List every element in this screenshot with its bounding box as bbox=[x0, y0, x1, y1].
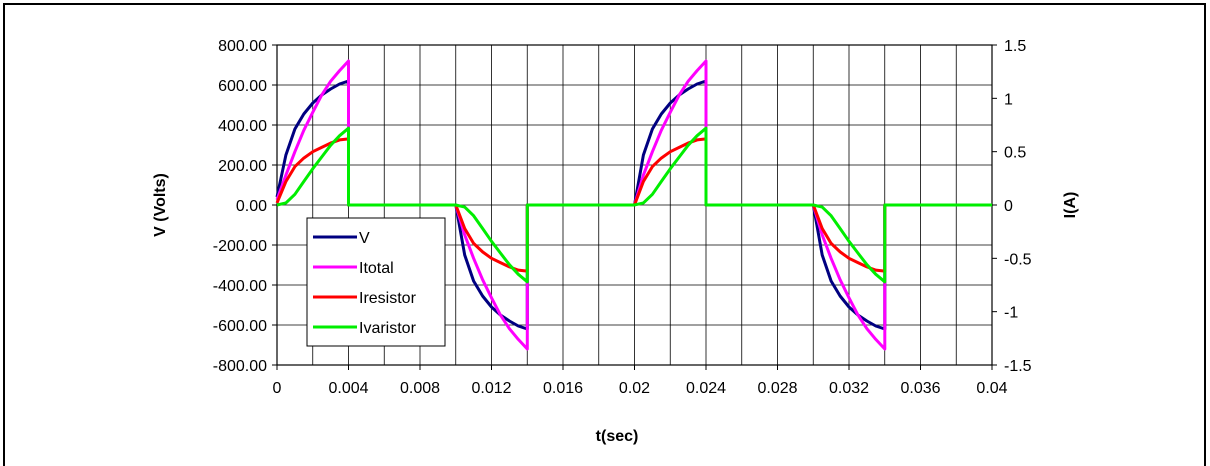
legend-box bbox=[306, 217, 446, 347]
x-tick-label: 0.02 bbox=[619, 380, 650, 397]
y2-tick-label: -1.5 bbox=[1004, 358, 1032, 375]
y2-axis-title: I(A) bbox=[1062, 192, 1079, 219]
x-tick-label: 0.028 bbox=[757, 380, 797, 397]
y2-tick-label: 0.5 bbox=[1004, 145, 1026, 162]
y2-tick-label: 1.5 bbox=[1004, 38, 1026, 55]
x-tick-labels: 0 0.004 0.008 0.012 0.016 0.02 0.024 0.028 0.032… bbox=[273, 365, 1008, 397]
series-line-ivaristor bbox=[276, 126, 992, 284]
y2-tick-label: 0 bbox=[1004, 198, 1013, 215]
y-tick-label: 800.00 bbox=[218, 38, 267, 55]
x-tick-label: 0.012 bbox=[471, 380, 511, 397]
y2-tick-label: 1 bbox=[1004, 91, 1013, 108]
y-tick-label: 200.00 bbox=[218, 158, 267, 175]
legend: V Itotal Iresistor Ivaristor bbox=[306, 217, 446, 347]
y-tick-labels: 800.00 600.00 400.00 200.00 0.00 -200.00 -400.… bbox=[213, 38, 277, 375]
x-tick-label: 0.036 bbox=[900, 380, 940, 397]
y2-tick-label: -1 bbox=[1004, 305, 1018, 322]
y-tick-label: -800.00 bbox=[213, 358, 267, 375]
x-tick-label: 0.004 bbox=[328, 380, 368, 397]
x-tick-label: 0.016 bbox=[543, 380, 583, 397]
y-tick-label: -200.00 bbox=[213, 238, 267, 255]
x-tick-label: 0.032 bbox=[829, 380, 869, 397]
legend-label-v: V bbox=[359, 230, 370, 247]
legend-label-iresistor: Iresistor bbox=[359, 290, 417, 307]
y-axis-title: V (Volts) bbox=[152, 173, 169, 237]
y2-tick-labels: 1.5 1 0.5 0 -0.5 -1 -1.5 bbox=[992, 38, 1032, 375]
x-tick-label: 0.024 bbox=[686, 380, 726, 397]
y-tick-label: 600.00 bbox=[218, 78, 267, 95]
series-group bbox=[275, 59, 992, 351]
y-tick-label: -600.00 bbox=[213, 318, 267, 335]
y-tick-label: 400.00 bbox=[218, 118, 267, 135]
x-axis-title: t(sec) bbox=[596, 428, 639, 445]
y2-tick-label: -0.5 bbox=[1004, 251, 1032, 268]
chart-frame bbox=[3, 3, 1206, 466]
y-tick-label: -400.00 bbox=[213, 278, 267, 295]
y-tick-label: 0.00 bbox=[236, 198, 267, 215]
x-tick-label: 0.008 bbox=[400, 380, 440, 397]
legend-label-itotal: Itotal bbox=[359, 260, 394, 277]
legend-label-ivaristor: Ivaristor bbox=[359, 320, 417, 337]
x-tick-label: 0 bbox=[273, 380, 282, 397]
x-tick-label: 0.04 bbox=[976, 380, 1007, 397]
